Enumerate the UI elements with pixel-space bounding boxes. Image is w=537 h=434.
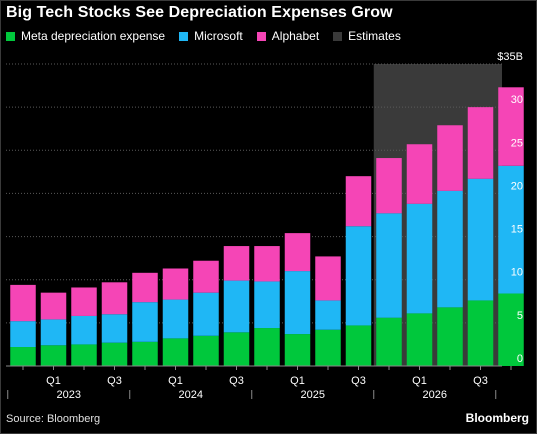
bar-alphabet [71,287,97,316]
bar-microsoft [284,271,311,335]
year-label: 2023 [57,389,81,401]
y-tick-label: 15 [511,224,523,236]
x-tick-label: Q1 [412,375,427,387]
bar-alphabet [10,284,36,322]
bar-alphabet [498,87,524,166]
year-label: 2024 [179,389,203,401]
bar-microsoft [193,292,219,336]
bar-meta [254,328,280,366]
y-tick-label: $35B [497,51,523,63]
bar-microsoft [406,203,433,314]
legend-swatch-meta [6,31,15,41]
legend-item-alphabet: Alphabet [256,29,320,43]
bar-microsoft [345,226,372,326]
legend-label-estimates: Estimates [348,29,401,43]
year-label: 2026 [423,389,447,401]
bar-microsoft [437,190,463,308]
bar-meta [132,341,158,366]
source-note: Source: Bloomberg [6,413,101,425]
bar-meta [345,325,372,366]
legend-label-microsoft: Microsoft [194,29,243,43]
bar-alphabet [437,125,463,191]
bar-microsoft [101,314,128,343]
legend-label-meta: Meta depreciation expense [21,29,166,43]
x-tick-label: Q3 [473,375,488,387]
legend-swatch-microsoft [179,31,189,41]
bar-meta [437,307,463,366]
x-tick-label: Q1 [46,375,61,387]
legend-item-microsoft: Microsoft [179,29,243,43]
bar-meta [10,347,36,366]
bar-meta [40,345,67,366]
y-tick-label: 5 [517,310,523,322]
legend: Meta depreciation expense Microsoft Alph… [6,29,415,43]
bar-alphabet [376,158,402,214]
legend-swatch-alphabet [256,31,266,41]
bar-microsoft [315,300,341,330]
bar-alphabet [162,268,189,300]
legend-item-estimates: Estimates [333,29,401,43]
x-tick-label: Q1 [168,375,183,387]
bar-alphabet [101,282,128,315]
y-tick-label: 10 [511,267,523,279]
legend-label-alphabet: Alphabet [271,29,320,43]
x-tick-label: Q3 [107,375,122,387]
bar-meta [193,335,219,366]
bar-alphabet [193,260,219,293]
bar-microsoft [40,319,67,346]
y-tick-label: 20 [511,180,523,192]
bar-meta [101,342,128,366]
bar-microsoft [376,213,402,318]
y-tick-label: 0 [517,353,523,365]
legend-swatch-estimates [333,31,343,41]
bar-meta [406,313,433,366]
y-tick-label: 25 [511,137,523,149]
bar-meta [498,293,524,366]
bar-meta [376,317,402,366]
bar-meta [315,329,341,366]
legend-item-meta: Meta depreciation expense [6,29,165,43]
bar-microsoft [498,165,524,294]
bar-microsoft [132,302,158,342]
x-tick-label: Q1 [290,375,305,387]
bar-meta [467,300,494,366]
x-tick-label: Q3 [229,375,244,387]
bar-alphabet [254,246,280,282]
chart-title: Big Tech Stocks See Depreciation Expense… [6,4,393,21]
bar-alphabet [284,233,311,272]
bar-microsoft [162,299,189,339]
bar-microsoft [10,321,36,348]
bar-meta [223,332,250,366]
bar-alphabet [345,176,372,227]
bar-microsoft [71,315,97,345]
bar-alphabet [40,292,67,320]
bar-microsoft [467,178,494,301]
x-tick-label: Q3 [351,375,366,387]
bar-alphabet [467,107,494,179]
bar-microsoft [223,280,250,333]
bar-meta [284,334,311,366]
bar-meta [71,344,97,366]
bar-meta [162,338,189,366]
bar-alphabet [223,246,250,281]
bar-alphabet [315,256,341,301]
y-tick-label: 30 [511,94,523,106]
bloomberg-logo: Bloomberg [465,411,529,425]
bar-alphabet [132,272,158,303]
bar-alphabet [406,144,433,204]
year-label: 2025 [301,389,325,401]
bar-microsoft [254,281,280,329]
